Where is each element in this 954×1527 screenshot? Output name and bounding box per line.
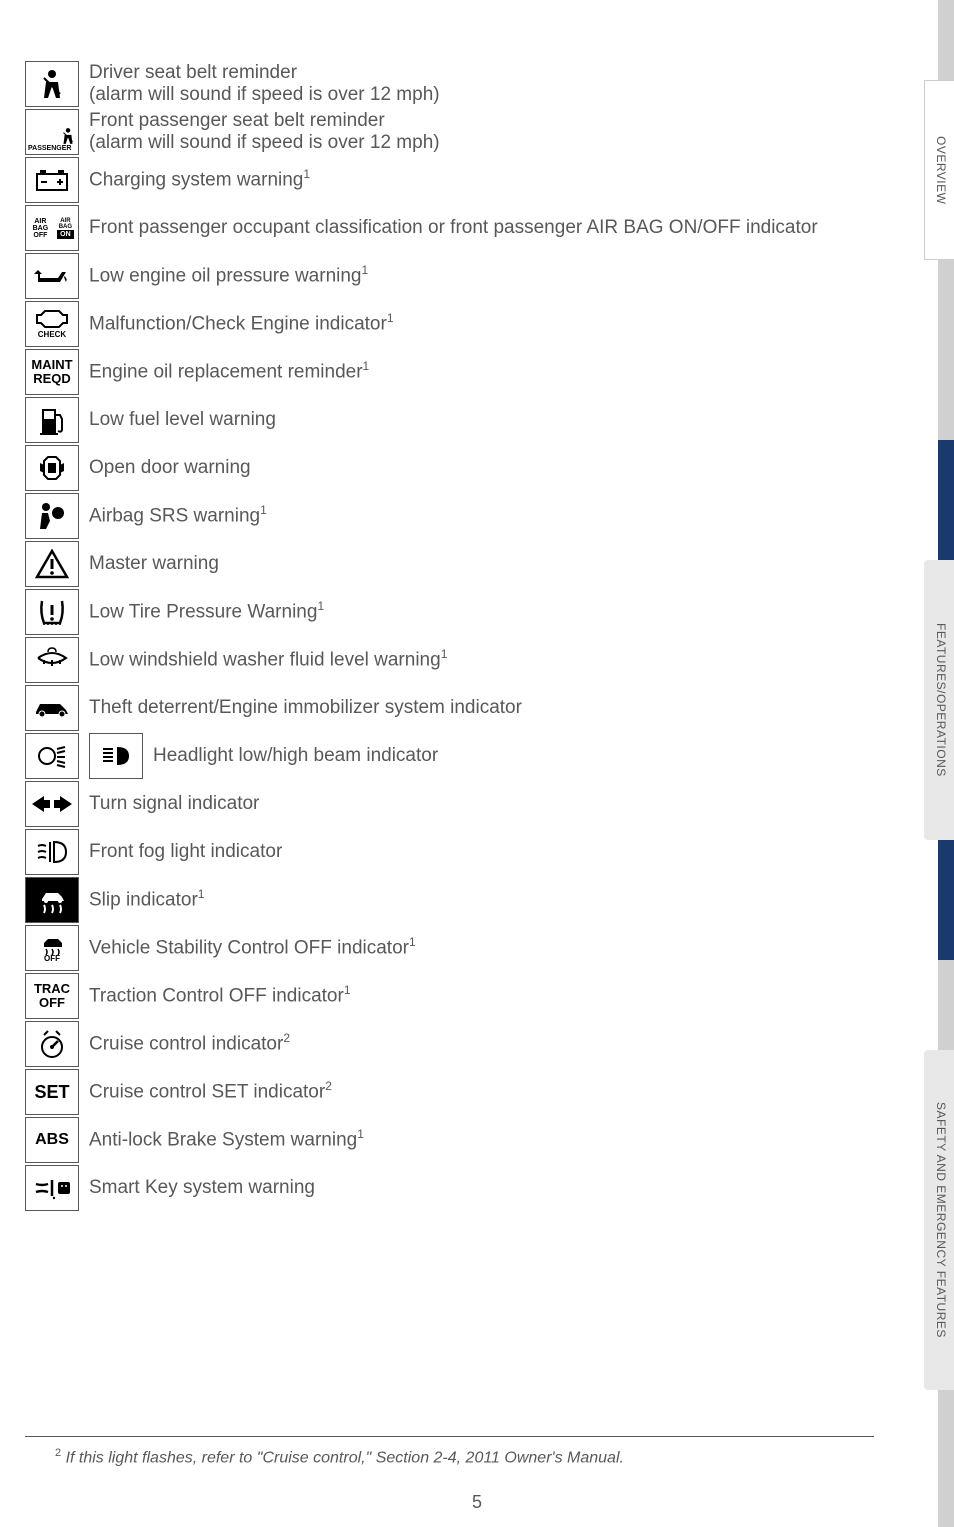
indicator-desc: Theft deterrent/Engine immobilizer syste… <box>89 697 522 719</box>
immobilizer-icon <box>25 685 79 731</box>
vsc-off-label: OFF <box>44 955 60 963</box>
indicator-row: Low engine oil pressure warning1 <box>25 252 924 300</box>
indicator-desc: Low windshield washer fluid level warnin… <box>89 648 447 671</box>
indicator-desc: Driver seat belt reminder (alarm will so… <box>89 62 440 106</box>
battery-icon <box>25 157 79 203</box>
trac-off-label: TRAC OFF <box>34 982 70 1009</box>
page-number: 5 <box>0 1492 954 1513</box>
slip-icon <box>25 877 79 923</box>
indicator-row: Cruise control indicator2 <box>25 1020 924 1068</box>
indicator-desc: Airbag SRS warning1 <box>89 504 267 527</box>
indicator-row: Low windshield washer fluid level warnin… <box>25 636 924 684</box>
smart-key-icon <box>25 1165 79 1211</box>
indicator-row: Turn signal indicator <box>25 780 924 828</box>
indicator-desc: Turn signal indicator <box>89 793 259 815</box>
tire-pressure-icon <box>25 589 79 635</box>
indicator-desc: Front passenger occupant classification … <box>89 217 818 239</box>
indicator-row: Open door warning <box>25 444 924 492</box>
indicator-row: Charging system warning1 <box>25 156 924 204</box>
open-door-icon <box>25 445 79 491</box>
indicator-desc: Front passenger seat belt reminder (alar… <box>89 110 440 154</box>
cruise-control-icon <box>25 1021 79 1067</box>
indicator-row: AIR BAG OFF AIR BAG ON Front passenger o… <box>25 204 924 252</box>
indicator-desc: Low Tire Pressure Warning1 <box>89 600 324 623</box>
indicator-row: Slip indicator1 <box>25 876 924 924</box>
indicator-desc: Engine oil replacement reminder1 <box>89 360 369 383</box>
low-beam-icon <box>25 733 79 779</box>
trac-off-icon: TRAC OFF <box>25 973 79 1019</box>
indicator-desc: Vehicle Stability Control OFF indicator1 <box>89 936 416 959</box>
indicator-row: TRAC OFF Traction Control OFF indicator1 <box>25 972 924 1020</box>
indicator-row: Airbag SRS warning1 <box>25 492 924 540</box>
high-beam-icon <box>89 733 143 779</box>
passenger-seatbelt-icon: PASSENGER <box>25 109 79 155</box>
indicator-row: PASSENGER Front passenger seat belt remi… <box>25 108 924 156</box>
indicator-row: Low fuel level warning <box>25 396 924 444</box>
indicator-desc: Smart Key system warning <box>89 1177 315 1199</box>
indicator-list: Driver seat belt reminder (alarm will so… <box>0 0 954 1232</box>
indicator-desc: Front fog light indicator <box>89 841 282 863</box>
turn-signal-icon <box>25 781 79 827</box>
indicator-row: Smart Key system warning <box>25 1164 924 1212</box>
indicator-desc: Anti-lock Brake System warning1 <box>89 1128 364 1151</box>
indicator-row: SET Cruise control SET indicator2 <box>25 1068 924 1116</box>
indicator-desc: Low engine oil pressure warning1 <box>89 264 368 287</box>
indicator-desc: Malfunction/Check Engine indicator1 <box>89 312 394 335</box>
fuel-pump-icon <box>25 397 79 443</box>
cruise-set-icon: SET <box>25 1069 79 1115</box>
indicator-row: MAINT REQD Engine oil replacement remind… <box>25 348 924 396</box>
indicator-desc: Open door warning <box>89 457 251 479</box>
vsc-off-icon: OFF <box>25 925 79 971</box>
seatbelt-icon <box>25 61 79 107</box>
abs-icon: ABS <box>25 1117 79 1163</box>
oil-can-icon <box>25 253 79 299</box>
master-warning-icon <box>25 541 79 587</box>
indicator-row: OFF Vehicle Stability Control OFF indica… <box>25 924 924 972</box>
set-label: SET <box>34 1083 69 1102</box>
indicator-desc: Slip indicator1 <box>89 888 204 911</box>
on-box: ON <box>57 230 74 239</box>
indicator-desc: Charging system warning1 <box>89 168 310 191</box>
indicator-desc: Cruise control indicator2 <box>89 1032 290 1055</box>
indicator-row: Low Tire Pressure Warning1 <box>25 588 924 636</box>
indicator-desc: Traction Control OFF indicator1 <box>89 984 351 1007</box>
indicator-row: Headlight low/high beam indicator <box>25 732 924 780</box>
footnote: 2 If this light flashes, refer to "Cruis… <box>25 1436 874 1477</box>
indicator-desc: Low fuel level warning <box>89 409 276 431</box>
maint-reqd-label: MAINT REQD <box>31 358 72 385</box>
maint-reqd-icon: MAINT REQD <box>25 349 79 395</box>
airbag-srs-icon <box>25 493 79 539</box>
indicator-row: CHECK Malfunction/Check Engine indicator… <box>25 300 924 348</box>
washer-fluid-icon <box>25 637 79 683</box>
check-engine-icon: CHECK <box>25 301 79 347</box>
fog-light-icon <box>25 829 79 875</box>
indicator-row: Driver seat belt reminder (alarm will so… <box>25 60 924 108</box>
airbag-off-label: AIR BAG OFF <box>28 218 53 239</box>
indicator-row: Theft deterrent/Engine immobilizer syste… <box>25 684 924 732</box>
indicator-desc: Headlight low/high beam indicator <box>153 745 438 767</box>
indicator-row: ABS Anti-lock Brake System warning1 <box>25 1116 924 1164</box>
abs-label: ABS <box>35 1132 69 1149</box>
indicator-row: Master warning <box>25 540 924 588</box>
indicator-desc: Master warning <box>89 553 219 575</box>
indicator-desc: Cruise control SET indicator2 <box>89 1080 332 1103</box>
airbag-classification-icon: AIR BAG OFF AIR BAG ON <box>25 205 79 251</box>
check-label: CHECK <box>38 331 66 339</box>
indicator-row: Front fog light indicator <box>25 828 924 876</box>
passenger-label: PASSENGER <box>28 145 71 152</box>
